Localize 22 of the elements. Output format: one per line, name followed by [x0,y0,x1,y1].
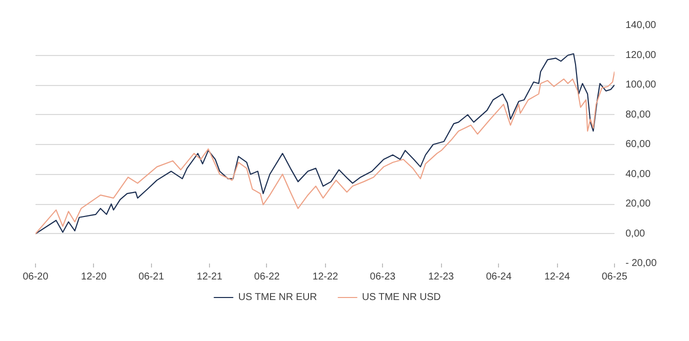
y-tick-label: 60,00 [626,139,651,150]
x-tick-label: 12-21 [196,272,223,282]
x-tick-label: 12-24 [544,272,570,282]
y-tick-label: 140,00 [626,20,657,31]
x-tick-label: 06-25 [602,272,628,282]
legend-label: US TME NR USD [362,292,441,302]
x-tick-label: 06-24 [486,272,512,282]
x-tick-label: 12-20 [81,272,108,282]
x-tick-label: 06-20 [22,272,49,282]
y-tick-label: 0,00 [626,228,646,240]
y-tick-label: 100,00 [626,80,657,90]
y-tick-label: 120,00 [626,50,657,61]
x-tick-label: 12-22 [312,272,339,282]
y-tick-label: - 20,00 [626,258,658,269]
y-tick-label: 20,00 [626,198,651,210]
y-tick-label: 40,00 [626,168,651,180]
x-tick-label: 06-22 [254,272,280,282]
x-tick-label: 12-23 [428,272,454,282]
x-tick-label: 06-21 [138,272,164,282]
y-tick-label: 80,00 [626,109,651,120]
legend-label: US TME NR EUR [238,292,317,302]
x-tick-label: 06-23 [370,272,396,282]
